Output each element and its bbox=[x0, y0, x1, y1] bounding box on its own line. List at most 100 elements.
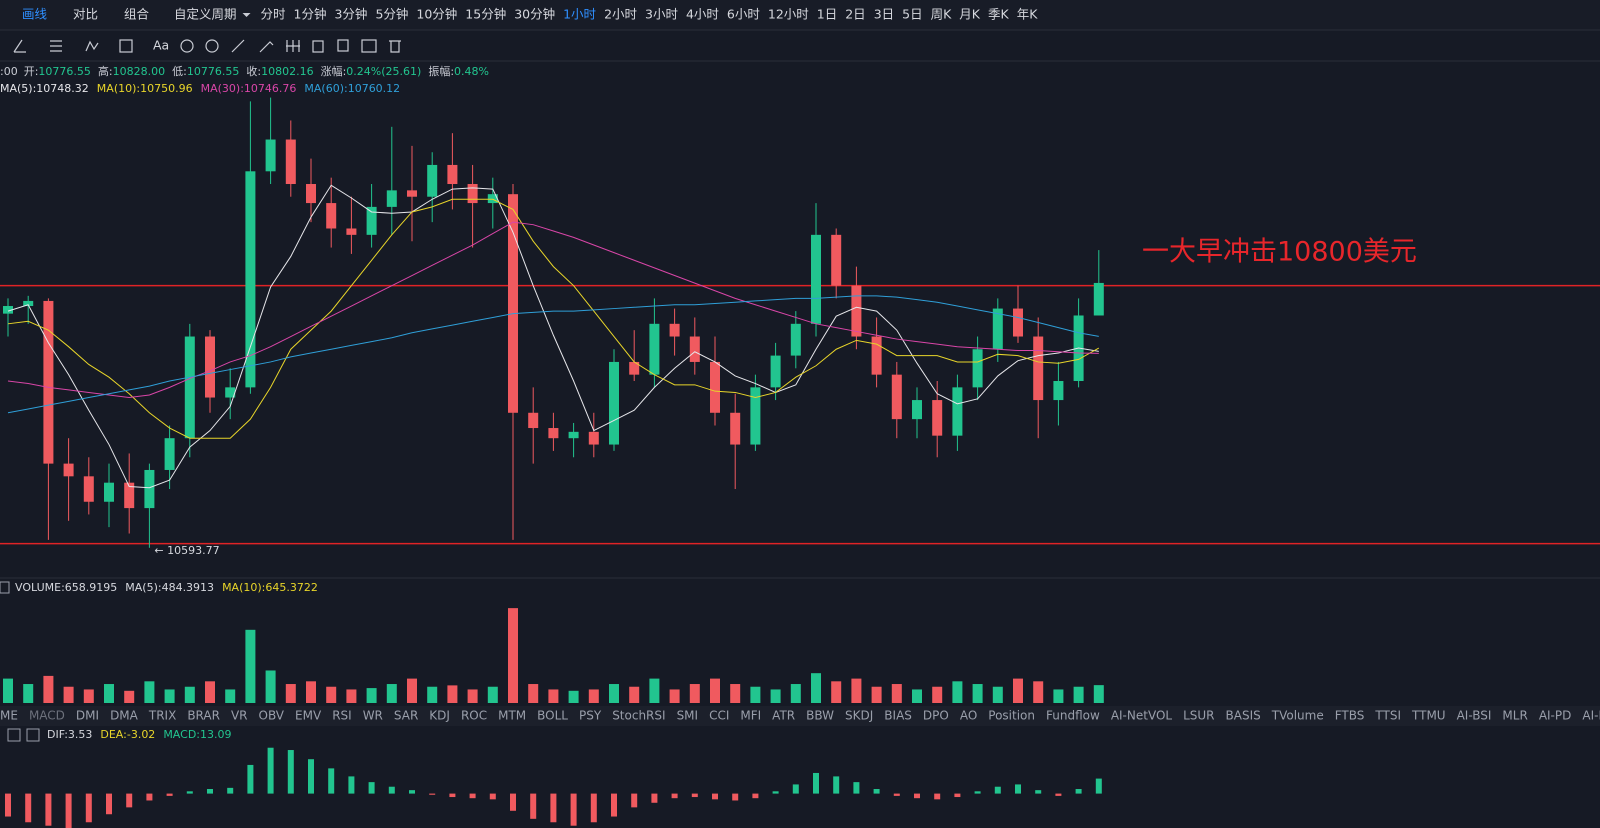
period-button[interactable]: 15分钟 bbox=[465, 7, 506, 22]
period-button[interactable]: 10分钟 bbox=[416, 7, 457, 22]
indicator-tab[interactable]: RSI bbox=[332, 709, 352, 723]
volume-bar bbox=[306, 681, 316, 703]
indicator-tab[interactable]: DMI bbox=[76, 709, 99, 723]
indicator-tab[interactable]: BRAR bbox=[187, 709, 220, 723]
candle-body bbox=[689, 336, 700, 362]
period-button[interactable]: 12小时 bbox=[768, 7, 809, 22]
volume-bar bbox=[831, 681, 842, 703]
period-button[interactable]: 3小时 bbox=[645, 7, 678, 22]
screenshot-tool-icon[interactable] bbox=[361, 39, 377, 53]
indicator-tab[interactable]: StochRSI bbox=[612, 709, 665, 723]
period-button[interactable]: 分时 bbox=[261, 7, 287, 22]
indicator-tab[interactable]: OBV bbox=[259, 709, 285, 723]
period-button[interactable]: 2日 bbox=[845, 7, 865, 22]
indicator-tab[interactable]: ROC bbox=[461, 709, 487, 723]
indicator-tab[interactable]: TRIX bbox=[148, 709, 176, 723]
volume-bar bbox=[386, 684, 397, 703]
candle-body bbox=[144, 469, 155, 509]
period-button[interactable]: 季K bbox=[988, 7, 1010, 22]
wave-tool-icon[interactable] bbox=[85, 40, 99, 52]
indicator-tab[interactable]: BBW bbox=[806, 709, 834, 723]
period-button[interactable]: 1小时 bbox=[563, 7, 596, 22]
indicator-tab[interactable]: AI-NetVOL bbox=[1111, 709, 1173, 723]
indicator-tab[interactable]: KDJ bbox=[429, 709, 450, 723]
indicator-tab[interactable]: Position bbox=[988, 709, 1035, 723]
indicator-tab[interactable]: Fundflow bbox=[1046, 709, 1100, 723]
period-button[interactable]: 3分钟 bbox=[334, 7, 367, 22]
candle-body bbox=[831, 234, 842, 286]
settings-icon[interactable] bbox=[7, 728, 21, 742]
macd-bar bbox=[469, 793, 476, 799]
indicator-tab[interactable]: TVolume bbox=[1271, 709, 1324, 723]
toolbar-button[interactable]: 组合 bbox=[124, 7, 150, 22]
indicator-tab[interactable]: AI-BSI bbox=[1457, 709, 1492, 723]
copy-tool-icon[interactable] bbox=[337, 39, 349, 52]
shape-tool-icon[interactable] bbox=[180, 39, 194, 53]
indicator-tab[interactable]: VR bbox=[231, 709, 248, 723]
macd-bar bbox=[146, 793, 153, 801]
indicator-tab[interactable]: MLR bbox=[1502, 709, 1527, 723]
indicator-tab[interactable]: DMA bbox=[110, 709, 139, 723]
indicator-tab[interactable]: CCI bbox=[709, 709, 729, 723]
period-button[interactable]: 3日 bbox=[874, 7, 894, 22]
indicator-tab[interactable]: BASIS bbox=[1226, 709, 1261, 723]
indicator-tab[interactable]: AI-PD bbox=[1539, 709, 1572, 723]
candle-body bbox=[750, 387, 761, 445]
indicator-tab[interactable]: BIAS bbox=[884, 709, 912, 723]
period-menu[interactable]: 自定义周期 bbox=[174, 7, 237, 22]
rect-tool-icon[interactable] bbox=[119, 39, 133, 53]
text-tool[interactable]: Aa bbox=[153, 38, 169, 53]
period-button[interactable]: 5分钟 bbox=[375, 7, 408, 22]
indicator-tab[interactable]: WR bbox=[363, 709, 383, 723]
period-button[interactable]: 1日 bbox=[817, 7, 837, 22]
indicator-tab[interactable]: MFI bbox=[740, 709, 761, 723]
period-button[interactable]: 1分钟 bbox=[294, 7, 327, 22]
ruler-tool-icon[interactable] bbox=[231, 39, 245, 53]
period-button[interactable]: 周K bbox=[931, 7, 953, 22]
macd-bar bbox=[914, 793, 920, 799]
indicator-tab[interactable]: SMI bbox=[677, 709, 699, 723]
hline-tool-icon[interactable] bbox=[50, 40, 62, 52]
close-icon[interactable] bbox=[0, 581, 10, 594]
volume-bar bbox=[609, 684, 619, 703]
delete-tool-icon[interactable] bbox=[389, 40, 401, 53]
indicator-tab[interactable]: MTM bbox=[498, 709, 526, 723]
period-button[interactable]: 6小时 bbox=[727, 7, 760, 22]
drawing-tool-icons[interactable] bbox=[13, 39, 401, 53]
period-button[interactable]: 4小时 bbox=[686, 7, 719, 22]
period-button[interactable]: 月K bbox=[959, 7, 981, 22]
period-button[interactable]: 年K bbox=[1017, 7, 1039, 22]
candle-body bbox=[588, 431, 599, 445]
period-button[interactable]: 30分钟 bbox=[514, 7, 555, 22]
indicator-tab[interactable]: LSUR bbox=[1183, 709, 1214, 723]
indicator-tab[interactable]: FTBS bbox=[1335, 709, 1365, 723]
link-tool-icon[interactable] bbox=[205, 39, 219, 53]
toolbar-button[interactable]: 画线 bbox=[22, 7, 48, 22]
indicator-tab[interactable]: TTMU bbox=[1411, 709, 1446, 723]
indicator-tab[interactable]: AO bbox=[960, 709, 977, 723]
indicator-tab[interactable]: BOLL bbox=[537, 709, 568, 723]
candle-body bbox=[245, 171, 256, 388]
indicator-tab[interactable]: SAR bbox=[394, 709, 418, 723]
macd-bar bbox=[186, 791, 193, 794]
macd-bar bbox=[1035, 790, 1042, 794]
indicator-tab[interactable]: ME bbox=[0, 709, 18, 723]
indicator-tab[interactable]: MACD bbox=[29, 709, 65, 723]
brush-tool-icon[interactable] bbox=[259, 41, 274, 53]
period-button[interactable]: 2小时 bbox=[604, 7, 637, 22]
indicator-tab[interactable]: AI-FDI bbox=[1582, 709, 1600, 723]
indicator-tab[interactable]: PSY bbox=[579, 709, 602, 723]
indicator-tab[interactable]: SKDJ bbox=[845, 709, 873, 723]
indicator-tab[interactable]: EMV bbox=[295, 709, 322, 723]
toolbar-button[interactable]: 对比 bbox=[73, 7, 98, 22]
indicator-tab[interactable]: ATR bbox=[772, 709, 795, 723]
macd-bar bbox=[631, 793, 638, 808]
macd-bar bbox=[510, 793, 516, 811]
period-button[interactable]: 5日 bbox=[902, 7, 922, 22]
lock-tool-icon[interactable] bbox=[312, 40, 324, 53]
close-icon[interactable] bbox=[26, 728, 40, 742]
indicator-tab[interactable]: DPO bbox=[923, 709, 949, 723]
pattern-tool-icon[interactable] bbox=[286, 40, 300, 52]
line-tool-icon[interactable] bbox=[13, 39, 26, 53]
indicator-tab[interactable]: TTSI bbox=[1374, 709, 1401, 723]
